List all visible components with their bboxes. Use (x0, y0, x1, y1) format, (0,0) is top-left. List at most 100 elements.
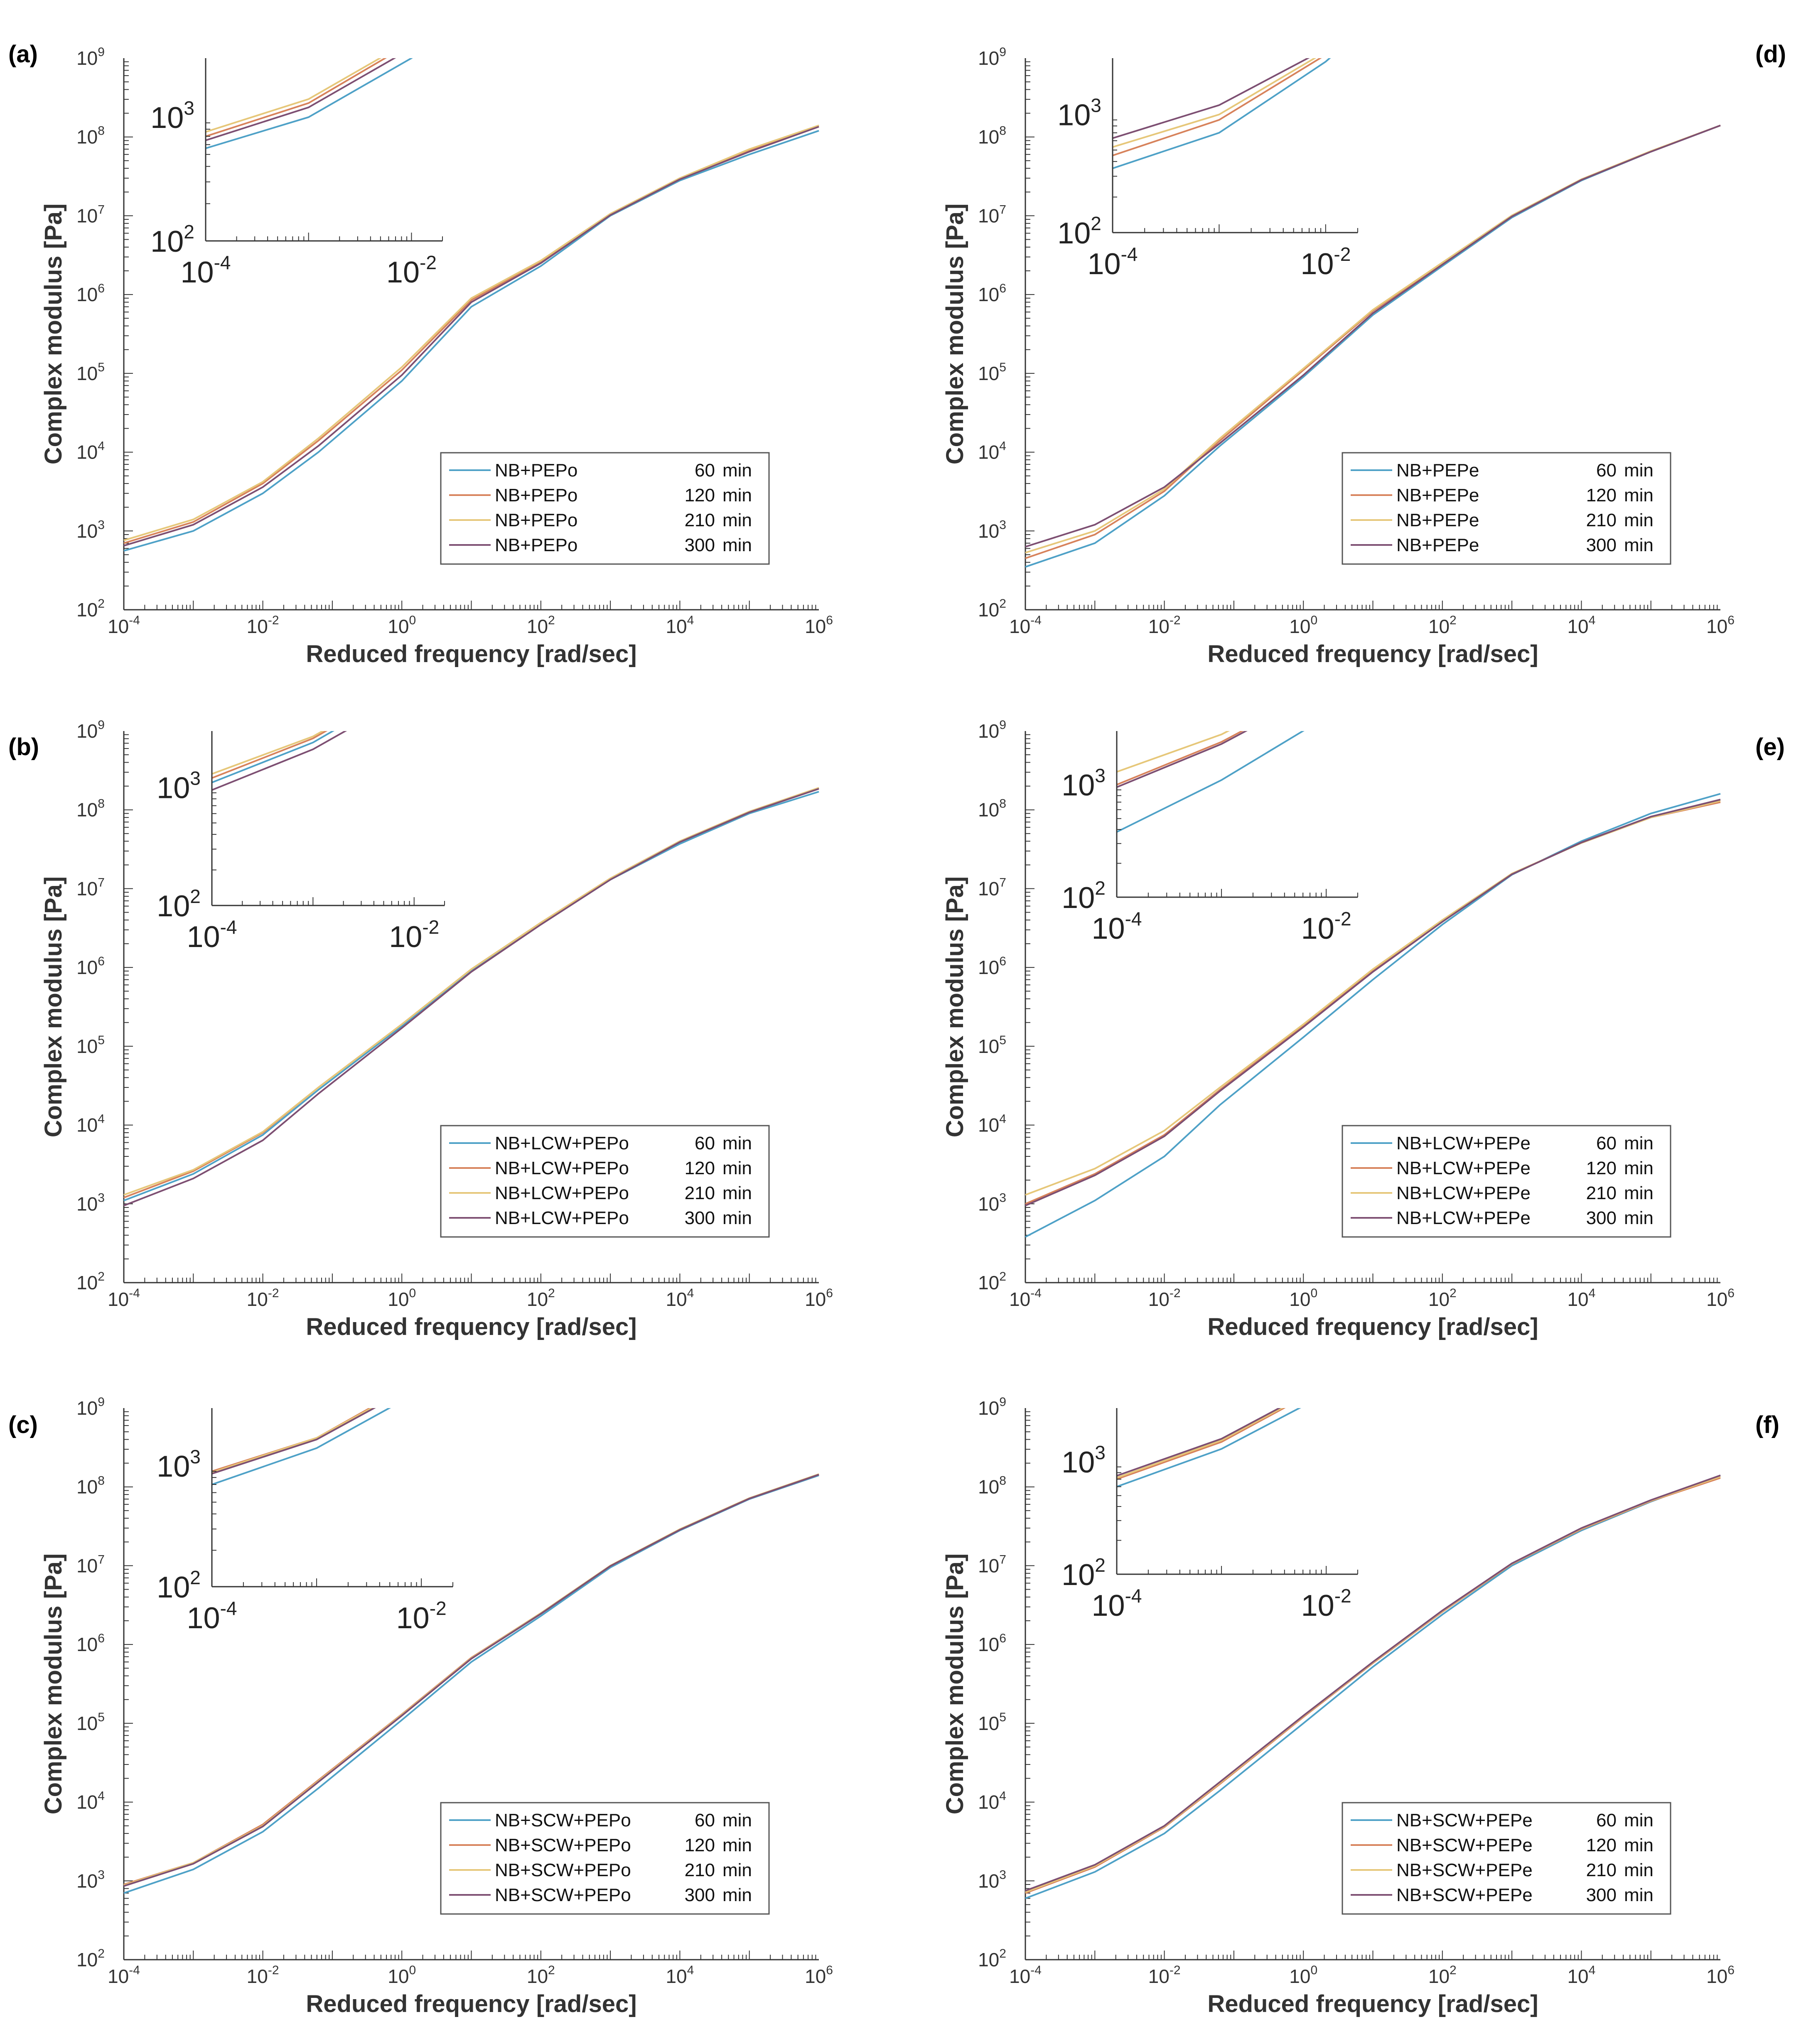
y-tick-label-exponent: 5 (999, 1710, 1006, 1724)
inset-x-tick-label: 10-4 (187, 916, 237, 954)
y-tick-label-base: 10 (978, 720, 999, 742)
y-tick-label: 109 (76, 45, 105, 69)
inset-y-tick-label: 102 (1057, 213, 1101, 250)
legend-series-time: 120 (1586, 1835, 1617, 1855)
inset-x-tick-label: 10-4 (181, 252, 231, 289)
y-tick-label-base: 10 (76, 1035, 98, 1057)
x-tick-label-base: 10 (388, 616, 409, 637)
inset-x-tick-label-exponent: -4 (1121, 243, 1138, 265)
y-tick-label: 102 (978, 597, 1006, 621)
x-tick-label-exponent: 2 (548, 613, 555, 627)
x-tick-label: 106 (1706, 1286, 1735, 1310)
legend-series-name: NB+LCW+PEPe (1396, 1208, 1531, 1228)
x-tick-label: 104 (666, 613, 694, 637)
x-axis-title: Reduced frequency [rad/sec] (1207, 640, 1538, 667)
x-tick-label-exponent: 6 (826, 1963, 833, 1977)
x-tick-label-exponent: 0 (409, 613, 416, 627)
y-tick-label-base: 10 (978, 126, 999, 148)
legend-series-name: NB+SCW+PEPe (1396, 1860, 1533, 1880)
x-tick-label-exponent: 2 (1450, 1286, 1457, 1300)
legend: NB+LCW+PEPe 60 min NB+LCW+PEPe 120 min NB+LCW+… (1342, 1125, 1671, 1238)
y-tick-label-base: 10 (76, 47, 98, 69)
y-tick-label-base: 10 (978, 878, 999, 899)
x-axis-title: Reduced frequency [rad/sec] (306, 1313, 636, 1340)
y-tick-label-exponent: 7 (98, 876, 105, 889)
y-tick-label: 106 (978, 282, 1006, 305)
y-tick-label-exponent: 7 (999, 1553, 1006, 1566)
y-tick-label-base: 10 (978, 957, 999, 978)
inset-background (212, 1408, 453, 1587)
series-line-60-min (123, 130, 819, 552)
inset-x-tick-label-exponent: -2 (422, 916, 439, 938)
y-tick-label: 102 (978, 1270, 1006, 1293)
y-tick-label-base: 10 (76, 1193, 98, 1215)
x-tick-label-base: 10 (527, 1965, 548, 1987)
x-tick-label-exponent: 0 (1310, 1286, 1317, 1300)
legend-series-name: NB+PEPo (495, 510, 577, 530)
series-line-300-min (1025, 1475, 1721, 1892)
x-tick-label-exponent: 0 (1310, 613, 1317, 627)
legend-box (440, 1802, 770, 1915)
y-tick-label-base: 10 (978, 47, 999, 69)
y-tick-label-base: 10 (978, 1949, 999, 1970)
legend-series-time: 300 (1586, 1208, 1617, 1228)
y-tick-label-exponent: 6 (999, 955, 1006, 968)
y-tick-label: 102 (76, 1270, 105, 1293)
x-tick-label: 10-4 (108, 1286, 140, 1310)
inset-y-tick-label-base: 10 (150, 101, 184, 135)
legend-box (1342, 452, 1671, 565)
inset-x-tick-label-base: 10 (1092, 1589, 1125, 1622)
inset-x-tick-label-exponent: -2 (1334, 243, 1351, 265)
x-tick-label-exponent: 2 (1450, 613, 1457, 627)
x-tick-label-exponent: 0 (1310, 1963, 1317, 1977)
x-tick-label: 10-2 (1148, 1286, 1181, 1310)
legend-series-unit: min (1624, 535, 1654, 555)
inset-x-tick-label: 10-4 (187, 1597, 237, 1635)
legend-series-unit: min (1624, 1860, 1654, 1880)
inset-x-tick-label-base: 10 (1092, 912, 1125, 945)
legend: NB+PEPe 60 min NB+PEPe 120 min NB+PEPe 210 min NB… (1342, 452, 1671, 565)
y-tick-label-exponent: 6 (999, 1632, 1006, 1645)
x-tick-label: 10-2 (247, 1963, 279, 1987)
y-tick-label-base: 10 (76, 799, 98, 821)
y-tick-label-exponent: 4 (98, 1112, 105, 1126)
x-tick-label-exponent: -2 (1170, 1963, 1181, 1977)
y-tick-label: 106 (76, 955, 105, 978)
inset-series-line-210-min (206, 58, 382, 133)
inset-x-tick-label: 10-2 (1300, 243, 1351, 281)
y-tick-label-exponent: 8 (98, 124, 105, 138)
y-tick-label-base: 10 (978, 1791, 999, 1813)
y-tick-label-base: 10 (76, 1397, 98, 1419)
y-tick-label-exponent: 5 (999, 361, 1006, 374)
y-tick-label-exponent: 5 (98, 361, 105, 374)
legend-series-name: NB+PEPo (495, 460, 577, 481)
inset-y-tick-label-base: 10 (1057, 217, 1091, 250)
inset-y-tick-label: 102 (1061, 877, 1106, 915)
inset-x-tick-label-exponent: -4 (220, 916, 237, 938)
x-tick-label-base: 10 (1706, 1288, 1727, 1310)
y-tick-label: 108 (978, 124, 1006, 148)
inset-y-tick-label: 103 (1061, 1442, 1106, 1479)
legend: NB+LCW+PEPo 60 min NB+LCW+PEPo 120 min NB+LCW+… (440, 1125, 770, 1238)
y-tick-label-base: 10 (76, 1791, 98, 1813)
series-line-300-min (123, 1474, 819, 1887)
x-tick-label: 102 (527, 1286, 555, 1310)
x-tick-label: 104 (666, 1963, 694, 1987)
x-tick-label-base: 10 (1148, 1288, 1170, 1310)
y-tick-label-exponent: 4 (98, 1789, 105, 1803)
legend-series-unit: min (722, 460, 752, 481)
y-tick-label-exponent: 8 (999, 1474, 1006, 1488)
x-tick-label: 106 (1706, 1963, 1735, 1987)
y-tick-label: 103 (76, 1868, 105, 1892)
y-tick-label-exponent: 9 (999, 718, 1006, 732)
inset-y-tick-label-exponent: 3 (1091, 95, 1101, 116)
x-tick-label-base: 10 (1289, 1288, 1310, 1310)
legend-series-time: 120 (685, 1158, 715, 1178)
y-tick-label-base: 10 (76, 1114, 98, 1136)
inset-x-tick-label-exponent: -2 (1334, 908, 1351, 930)
inset-x-tick-label: 10-2 (1301, 1585, 1351, 1622)
y-tick-label-exponent: 8 (98, 1474, 105, 1488)
x-axis-title: Reduced frequency [rad/sec] (1207, 1313, 1538, 1340)
